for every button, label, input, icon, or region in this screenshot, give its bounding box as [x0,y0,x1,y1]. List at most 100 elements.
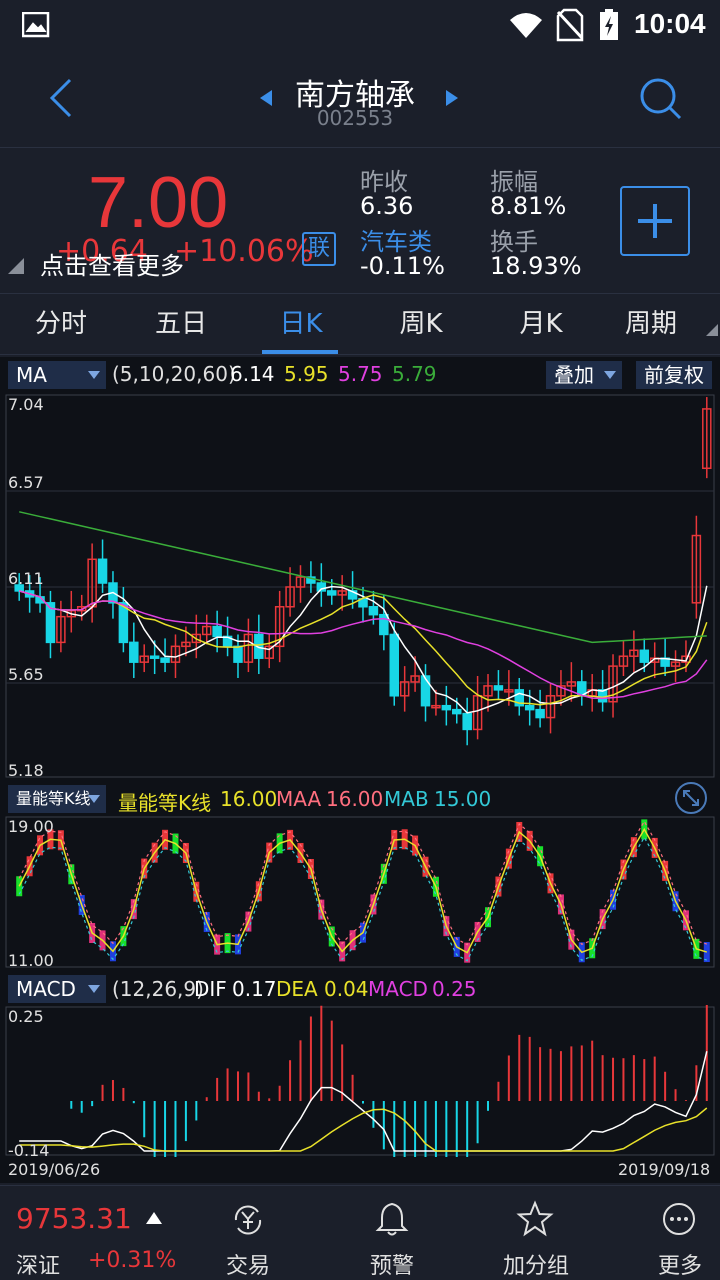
volume-chevron-icon [88,795,100,803]
candle-body [702,408,712,470]
candle-body [326,590,337,596]
ma-indicator-dropdown[interactable]: MA [8,361,106,389]
no-sim-icon [556,8,584,42]
candle-body [493,685,504,691]
candle-body [608,665,618,703]
macd-chart[interactable] [0,1005,720,1157]
volume-title: 量能等K线 [118,791,212,815]
candle-body [14,584,24,592]
chart-area: MA (5,10,20,60) 6.14 5.95 5.75 5.79 叠加 前… [0,357,720,1183]
macd-label: MACD [368,977,428,1001]
sector-change: -0.11% [360,252,445,280]
candle-body [556,685,566,697]
price-axis-0: 7.04 [8,395,44,414]
candle-body [514,689,525,707]
candle-body [535,708,545,719]
search-icon[interactable] [636,74,684,122]
macd-indicator-dropdown[interactable]: MACD [8,975,106,1003]
price-change: +0.64 [56,234,148,269]
nav-trade-label: 交易 [225,1254,270,1279]
mab-line [18,836,707,962]
expand-icon[interactable] [674,781,708,815]
ma10-value: 5.95 [284,362,329,386]
dif-label: DIF [194,977,227,1001]
candle-body [399,681,410,697]
index-ticker[interactable]: 9753.31 深证 +0.31% [0,1186,176,1280]
add-watchlist-button[interactable] [620,186,690,256]
current-price: 7.00 [88,163,229,243]
dea-label: DEA [276,977,318,1001]
nav-more[interactable]: 更多 [608,1186,720,1280]
macd-params: (12,26,9) [112,977,204,1001]
tab-weekly-k[interactable]: 周K [399,309,443,339]
sector-link[interactable]: 汽车类 [360,228,432,256]
index-change: +0.31% [88,1248,177,1273]
back-icon[interactable] [44,76,76,120]
overlay-button[interactable]: 叠加 [546,361,622,389]
tab-five-day[interactable]: 五日 [154,309,207,339]
gallery-icon [22,12,50,38]
nav-trade[interactable]: 交易 [176,1186,320,1280]
date-start: 2019/06/26 [8,1160,101,1179]
star-icon [516,1200,554,1237]
candle-body [389,633,400,697]
price-axis-1: 6.57 [8,473,44,492]
ma-indicator-label: MA [16,363,47,387]
next-stock-icon[interactable] [444,88,460,108]
yen-cycle-icon [234,1205,262,1235]
prev-stock-icon[interactable] [258,88,274,108]
price-axis-2: 6.11 [8,569,44,588]
ma-params: (5,10,20,60) [112,362,236,386]
tab-intraday[interactable]: 分时 [34,309,87,339]
candle-body [201,625,212,636]
plus-icon [638,204,672,238]
candle-body [118,602,129,644]
tab-daily-k[interactable]: 日K [279,309,323,339]
candle-body [483,685,493,697]
tap-for-more[interactable]: 点击查看更多 [40,252,184,280]
stock-code: 002553 [316,106,394,130]
ma20-line [19,590,708,700]
candle-body [274,606,285,648]
dif-value: 0.17 [232,977,277,1001]
adjust-button[interactable]: 前复权 [636,361,712,389]
candle-body [691,534,702,604]
bell-icon [375,1202,409,1236]
bottom-nav: 9753.31 深证 +0.31% 交易 预警 加分组 [0,1185,720,1280]
candlestick-chart[interactable] [0,393,720,779]
volume-line [18,827,708,954]
ma60-line [19,511,707,644]
tab-period[interactable]: 周期 [624,309,677,339]
candle-body [181,641,191,648]
date-end: 2019/09/18 [618,1160,711,1179]
candle-body [129,641,139,663]
candle-body [639,649,650,663]
macd-indicator-label: MACD [16,977,76,1001]
nav-add-group-label: 加分组 [502,1254,569,1279]
candle-body [379,613,389,636]
chevron-down-icon [88,371,100,379]
link-badge[interactable]: 联 [302,232,336,266]
candle-body [472,695,483,731]
candle-body [670,661,681,667]
nav-alert[interactable]: 预警 [320,1186,464,1280]
volume-indicator-dropdown[interactable]: 量能等K线 [8,785,106,813]
corner-triangle-icon [8,258,24,274]
candle-body [222,635,233,648]
candle-body [160,657,170,663]
index-value: 9753.31 [16,1202,132,1235]
overlay-chevron-icon [604,371,616,379]
price-axis-3: 5.65 [8,665,44,684]
candle-body [316,582,327,592]
candle-body [139,655,149,663]
quote-panel: 7.00 +0.64 +10.06% 点击查看更多 联 昨收 6.36 汽车类 … [0,147,720,293]
tab-monthly-k[interactable]: 月K [519,309,563,339]
nav-add-group[interactable]: 加分组 [464,1186,608,1280]
candle-body [56,615,66,644]
volume-value: 16.00 [220,787,278,811]
volume-axis-top: 19.00 [8,817,54,836]
ma10-line [19,590,708,706]
ma5-value: 6.14 [230,362,275,386]
macd-frame [5,1006,715,1156]
volume-chart[interactable] [0,815,720,971]
